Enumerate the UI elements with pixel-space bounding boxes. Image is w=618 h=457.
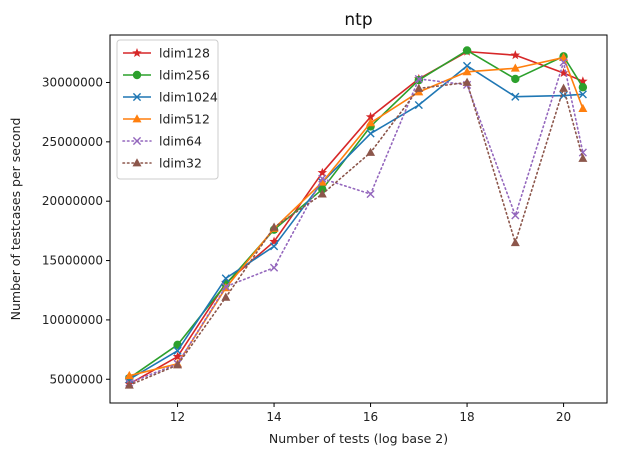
- series-ldim32: [124, 77, 588, 389]
- data-point-ldim1024: [511, 92, 520, 101]
- legend-marker: [132, 92, 142, 102]
- data-point-ldim128: [558, 67, 569, 78]
- legend-item-ldim64: ldim64: [122, 134, 202, 149]
- data-point-ldim32: [366, 147, 376, 156]
- x-axis-label: Number of tests (log base 2): [269, 431, 448, 446]
- legend-label: ldim256: [159, 68, 210, 83]
- data-point-ldim32: [173, 360, 183, 369]
- data-point-ldim256: [462, 46, 472, 55]
- legend-marker: [132, 158, 142, 167]
- data-point-ldim128: [365, 111, 376, 121]
- y-axis-label: Number of testcases per second: [8, 118, 23, 321]
- data-point-ldim64: [511, 211, 520, 220]
- data-point-ldim512: [578, 103, 588, 112]
- x-tick-label: 16: [363, 410, 378, 424]
- data-point-ldim32: [559, 83, 569, 92]
- legend-label: ldim1024: [159, 90, 218, 105]
- data-point-ldim64: [559, 58, 568, 67]
- data-point-ldim128: [172, 351, 183, 361]
- legend-item-ldim128: ldim128: [123, 46, 210, 61]
- data-point-ldim32: [317, 189, 327, 198]
- data-point-ldim256: [414, 75, 424, 85]
- data-point-ldim512: [124, 370, 134, 380]
- chart-title: ntp: [344, 10, 372, 30]
- y-tick-label: 15000000: [42, 254, 103, 268]
- series-ldim1024: [125, 61, 587, 384]
- data-point-ldim32: [510, 237, 520, 247]
- data-point-ldim1024: [269, 242, 279, 251]
- legend-item-ldim32: ldim32: [122, 156, 202, 171]
- data-point-ldim512: [510, 63, 520, 72]
- y-tick-label: 25000000: [42, 135, 103, 149]
- legend-marker: [132, 114, 142, 123]
- data-point-ldim32: [124, 380, 134, 389]
- data-point-ldim256: [511, 74, 520, 84]
- data-point-ldim64: [221, 282, 230, 291]
- y-tick-label: 5000000: [50, 372, 103, 386]
- y-axis: 5000000 10000000 15000000 20000000 25000000 3…: [42, 75, 110, 386]
- x-tick-label: 12: [170, 410, 185, 424]
- data-point-ldim512: [559, 52, 569, 61]
- y-tick-label: 10000000: [42, 313, 103, 327]
- plot-frame: [109, 34, 608, 404]
- data-point-ldim32: [221, 292, 231, 301]
- y-tick-label: 20000000: [42, 194, 103, 208]
- legend-marker: [132, 48, 142, 58]
- legend-marker: [132, 136, 142, 146]
- data-point-ldim1024: [221, 274, 230, 283]
- legend-label: ldim32: [159, 156, 202, 171]
- data-point-ldim1024: [578, 90, 587, 99]
- data-point-ldim128: [510, 50, 521, 60]
- data-point-ldim32: [269, 222, 279, 231]
- data-point-ldim512: [317, 177, 327, 186]
- data-point-ldim64: [366, 189, 375, 199]
- x-axis: 12 14 16 18 20: [170, 403, 571, 424]
- data-point-ldim32: [462, 77, 472, 86]
- legend: ldim128 ldim256 ldim1024 ldim512 ldim64 ldim3…: [116, 39, 219, 180]
- data-point-ldim32: [414, 83, 424, 92]
- series-layer: [124, 46, 588, 389]
- data-point-ldim1024: [366, 129, 375, 138]
- legend-item-ldim512: ldim512: [123, 112, 210, 127]
- x-tick-label: 18: [459, 410, 474, 424]
- data-point-ldim128: [269, 236, 279, 246]
- data-point-ldim64: [318, 174, 327, 183]
- legend-label: ldim64: [159, 134, 202, 149]
- data-point-ldim128: [578, 76, 588, 86]
- data-point-ldim64: [269, 263, 279, 272]
- data-point-ldim1024: [173, 346, 182, 355]
- data-point-ldim32: [578, 153, 588, 162]
- data-point-ldim512: [366, 118, 376, 127]
- legend-item-ldim256: ldim256: [123, 68, 210, 83]
- data-point-ldim256: [578, 83, 588, 92]
- data-point-ldim64: [414, 74, 423, 84]
- x-tick-label: 20: [556, 410, 571, 424]
- y-tick-label: 30000000: [42, 75, 103, 89]
- legend-item-ldim1024: ldim1024: [123, 90, 218, 105]
- data-point-ldim1024: [462, 61, 472, 70]
- legend-marker: [132, 70, 142, 80]
- legend-label: ldim512: [159, 112, 210, 127]
- x-tick-label: 14: [266, 410, 281, 424]
- data-point-ldim512: [462, 67, 472, 76]
- data-point-ldim128: [317, 167, 328, 177]
- data-point-ldim1024: [414, 100, 423, 110]
- legend-label: ldim128: [159, 46, 210, 61]
